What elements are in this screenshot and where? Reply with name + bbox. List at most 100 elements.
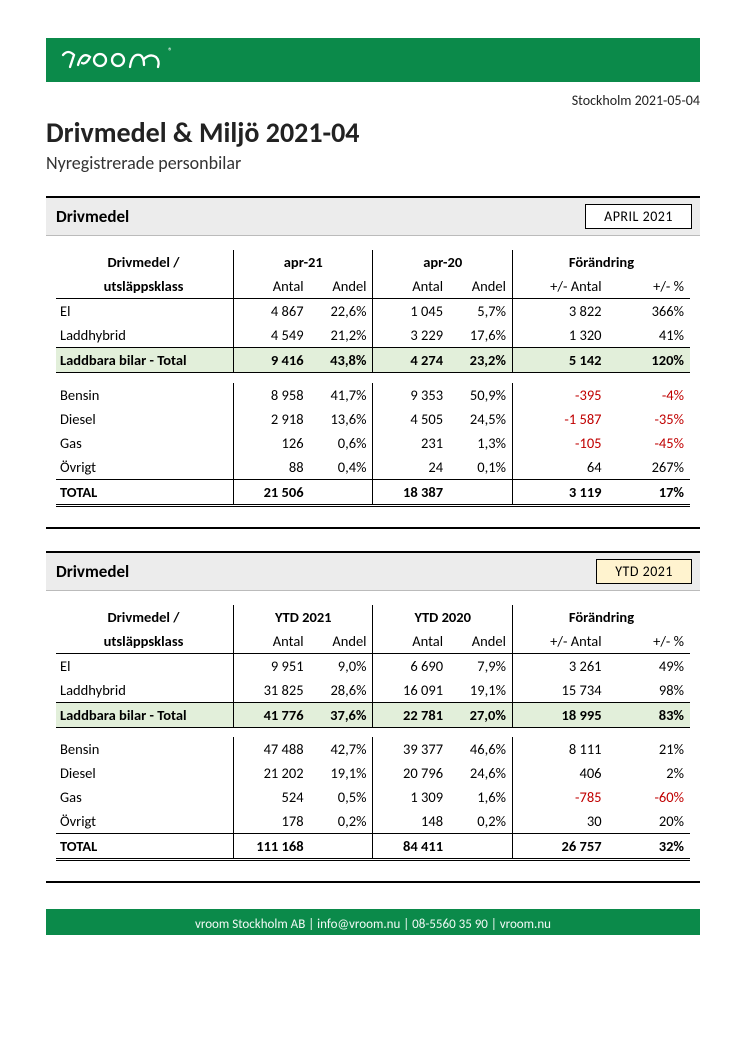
cell: 32% [608,834,690,860]
table-row: El 4 867 22,6% 1 045 5,7% 3 822 366% [56,299,690,324]
cell: 2% [608,761,690,785]
cell: 15 734 [512,678,607,703]
cell: 9 951 [234,653,310,678]
table-row: Laddbara bilar - Total 9 416 43,8% 4 274… [56,348,690,373]
cell: 4 867 [234,299,310,324]
page-subtitle: Nyregistrerade personbilar [46,152,700,174]
dateline: Stockholm 2021-05-04 [46,92,700,109]
section-title: Drivmedel [56,206,129,227]
cell: 41% [608,323,690,348]
sub-delta-n: +/- Antal [512,629,607,654]
cell: 17,6% [449,323,512,348]
head-label-1: Drivmedel / [56,250,234,274]
cell: 1,6% [449,785,512,809]
row-label: Diesel [56,761,234,785]
cell: 21% [608,737,690,761]
row-label: Bensin [56,737,234,761]
row-label: Laddbara bilar - Total [56,702,234,727]
cell: -45% [608,431,690,455]
sub-a-andel: Andel [310,629,373,654]
cell: 0,1% [449,455,512,480]
table-row: Övrigt 178 0,2% 148 0,2% 30 20% [56,809,690,834]
cell: 5 142 [512,348,607,373]
cell: 39 377 [373,737,449,761]
spacer-row [56,727,690,737]
cell: 406 [512,761,607,785]
period-badge-month: APRIL 2021 [585,204,692,229]
col-group-c: Förändring [512,250,690,274]
cell: 43,8% [310,348,373,373]
col-group-a: apr-21 [234,250,373,274]
cell: 24,5% [449,407,512,431]
head-label-2: utsläppsklass [56,629,234,654]
section-title: Drivmedel [56,561,129,582]
cell: 524 [234,785,310,809]
row-label: Bensin [56,383,234,407]
cell: 18 387 [373,479,449,505]
cell: 19,1% [449,678,512,703]
cell [449,479,512,505]
spacer-row [56,373,690,383]
cell: 9 353 [373,383,449,407]
cell: 5,7% [449,299,512,324]
cell: 20% [608,809,690,834]
row-label: Gas [56,785,234,809]
cell: 2 918 [234,407,310,431]
cell: 6 690 [373,653,449,678]
cell: -1 587 [512,407,607,431]
cell: 28,6% [310,678,373,703]
footer-text: vroom Stockholm AB | info@vroom.nu | 08-… [195,917,551,932]
section-header: Drivmedel APRIL 2021 [46,196,700,236]
col-group-b: YTD 2020 [373,605,512,629]
cell: 366% [608,299,690,324]
row-label: El [56,653,234,678]
cell: -4% [608,383,690,407]
cell: 13,6% [310,407,373,431]
row-label: Diesel [56,407,234,431]
cell: 8 111 [512,737,607,761]
cell: 148 [373,809,449,834]
table-row: Diesel 2 918 13,6% 4 505 24,5% -1 587 -3… [56,407,690,431]
cell: 23,2% [449,348,512,373]
cell: 120% [608,348,690,373]
table-row: Laddhybrid 4 549 21,2% 3 229 17,6% 1 320… [56,323,690,348]
cell: 3 822 [512,299,607,324]
table-row: Gas 126 0,6% 231 1,3% -105 -45% [56,431,690,455]
cell: 24,6% [449,761,512,785]
section-divider [46,881,700,883]
cell: 47 488 [234,737,310,761]
cell: 3 261 [512,653,607,678]
cell: 267% [608,455,690,480]
row-label: Övrigt [56,809,234,834]
cell: 31 825 [234,678,310,703]
cell: 46,6% [449,737,512,761]
sub-b-antal: Antal [373,629,449,654]
cell: 1,3% [449,431,512,455]
cell: 178 [234,809,310,834]
page-title: Drivmedel & Miljö 2021-04 [46,115,700,150]
vroom-logo-icon: ® [60,45,190,75]
cell: 3 229 [373,323,449,348]
cell: 126 [234,431,310,455]
sub-a-antal: Antal [234,274,310,299]
cell: 88 [234,455,310,480]
cell: 26 757 [512,834,607,860]
cell: 3 119 [512,479,607,505]
sub-b-antal: Antal [373,274,449,299]
cell: 4 505 [373,407,449,431]
cell: -60% [608,785,690,809]
table-row: El 9 951 9,0% 6 690 7,9% 3 261 49% [56,653,690,678]
table-row: TOTAL 21 506 18 387 3 119 17% [56,479,690,505]
cell [310,479,373,505]
table-wrap: Drivmedel / apr-21 apr-20 Förändring uts… [46,236,700,527]
cell: 27,0% [449,702,512,727]
cell: 0,5% [310,785,373,809]
cell: 84 411 [373,834,449,860]
cell: 231 [373,431,449,455]
row-label: El [56,299,234,324]
cell: 111 168 [234,834,310,860]
cell: 1 045 [373,299,449,324]
cell: 83% [608,702,690,727]
row-label: TOTAL [56,479,234,505]
cell: 30 [512,809,607,834]
